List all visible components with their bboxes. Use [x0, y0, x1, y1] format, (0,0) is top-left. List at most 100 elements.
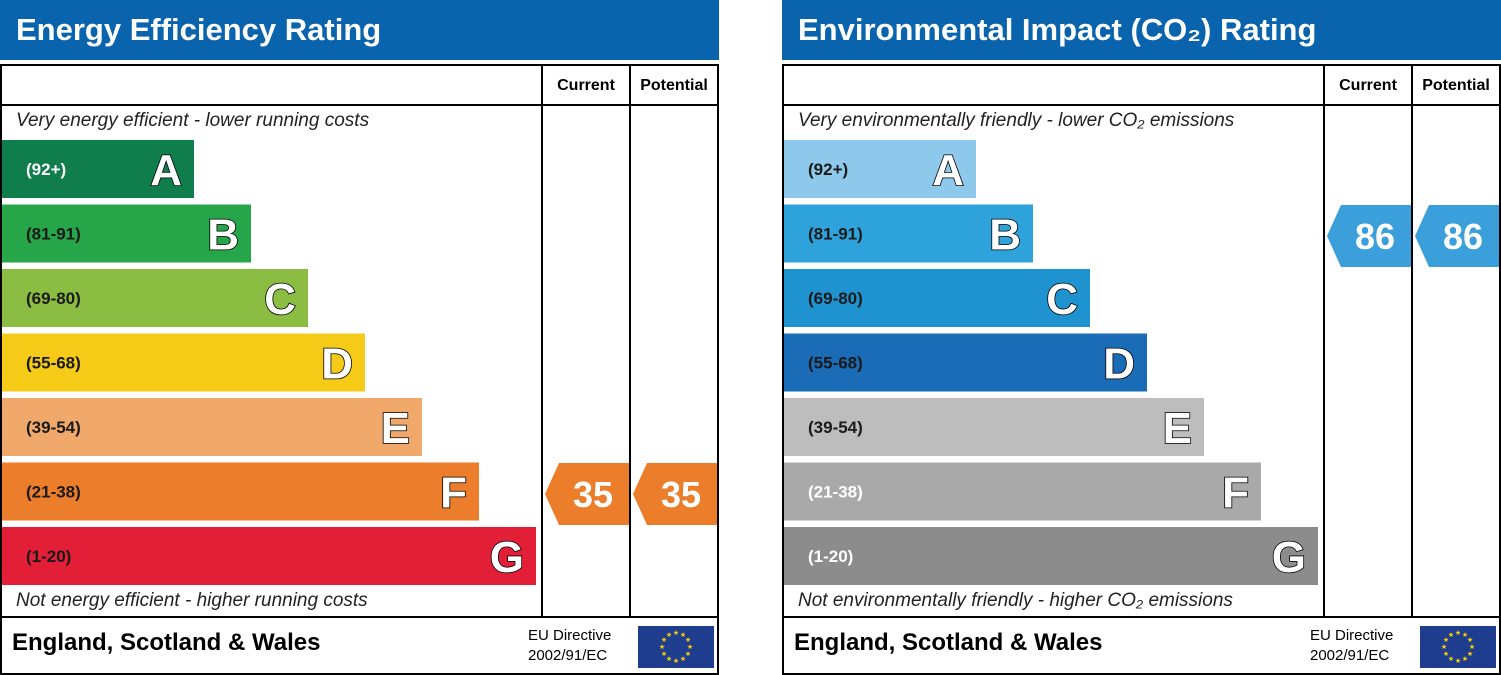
environmental-impact-panel: Environmental Impact (CO₂) Rating Curren…	[782, 0, 1501, 675]
rating-band-letter: F	[1222, 469, 1249, 518]
indicator-arrow	[1327, 204, 1411, 267]
svg-text:★: ★	[1448, 655, 1454, 663]
indicator-value: 86	[1355, 216, 1395, 257]
svg-text:★: ★	[1448, 631, 1454, 639]
indicator-value: 35	[661, 474, 701, 515]
rating-bands: (92+) A (81-91) B (69-80) C (55-68) D (39-54) E (2…	[2, 140, 536, 585]
footer-country: England, Scotland & Wales	[794, 629, 1103, 656]
panel-title: Energy Efficiency Rating	[0, 0, 719, 60]
rating-band-range: (39-54)	[26, 418, 81, 437]
column-header-potential: Potential	[1422, 77, 1490, 94]
svg-text:★: ★	[666, 631, 672, 639]
header-rule	[784, 104, 1499, 106]
rating-band-letter: B	[989, 211, 1021, 260]
eu-directive-line1: EU Directive	[1310, 627, 1394, 644]
rating-band-range: (92+)	[26, 160, 66, 179]
eu-directive: EU Directive 2002/91/EC	[1310, 626, 1393, 666]
rating-band-f	[2, 462, 479, 521]
rating-frame: Current Potential Very environmentally f…	[782, 64, 1501, 675]
svg-text:★: ★	[666, 655, 672, 663]
rating-band-letter: F	[440, 469, 467, 518]
eu-directive-line2: 2002/91/EC	[528, 647, 608, 664]
svg-text:★: ★	[1462, 655, 1468, 663]
rating-band-letter: G	[490, 533, 524, 582]
rating-band-range: (1-20)	[26, 547, 71, 566]
rating-band-d	[2, 333, 365, 392]
svg-text:★: ★	[1443, 650, 1449, 658]
panel-title: Environmental Impact (CO₂) Rating	[782, 0, 1501, 60]
svg-text:★: ★	[1455, 657, 1461, 665]
rating-band-range: (81-91)	[26, 225, 81, 244]
rating-frame: Current Potential Very energy efficient …	[0, 64, 719, 675]
rating-bands: (92+) A (81-91) B (69-80) C (55-68) D (39-54) E (2…	[784, 140, 1318, 585]
top-note: Very energy efficient - lower running co…	[16, 110, 370, 131]
svg-text:★: ★	[680, 655, 686, 663]
bottom-note: Not environmentally friendly - higher CO…	[798, 590, 1233, 611]
rating-band-letter: C	[1046, 275, 1078, 324]
indicator-arrow	[633, 462, 717, 525]
rating-band-letter: E	[381, 404, 410, 453]
rating-band-range: (69-80)	[808, 289, 863, 308]
svg-text:★: ★	[1443, 636, 1449, 644]
svg-text:★: ★	[685, 650, 691, 658]
rating-band-range: (55-68)	[808, 354, 863, 373]
rating-band-letter: A	[932, 146, 964, 195]
header-rule	[2, 104, 717, 106]
column-header-current: Current	[557, 77, 615, 94]
svg-text:★: ★	[661, 636, 667, 644]
eu-flag-icon: ★ ★★★ ★★★★ ★★★★	[1420, 626, 1496, 668]
potential-rating-indicator: 35	[633, 462, 717, 525]
rating-band-range: (39-54)	[808, 418, 863, 437]
column-divider	[629, 66, 631, 618]
indicator-arrow	[1415, 204, 1499, 267]
rating-band-range: (21-38)	[26, 483, 81, 502]
top-note: Very environmentally friendly - lower CO…	[798, 110, 1235, 131]
rating-band-g	[2, 527, 536, 585]
rating-band-a	[784, 140, 976, 198]
rating-band-f	[784, 462, 1261, 521]
rating-band-letter: A	[150, 146, 182, 195]
column-divider	[1411, 66, 1413, 618]
svg-text:★: ★	[673, 657, 679, 665]
footer-rule	[2, 616, 717, 618]
current-rating-indicator: 86	[1327, 204, 1411, 267]
eu-directive-line2: 2002/91/EC	[1310, 647, 1390, 664]
svg-text:★: ★	[1441, 643, 1447, 651]
rating-band-range: (21-38)	[808, 483, 863, 502]
svg-text:★: ★	[680, 631, 686, 639]
rating-band-range: (81-91)	[808, 225, 863, 244]
rating-band-letter: E	[1163, 404, 1192, 453]
rating-band-range: (1-20)	[808, 547, 853, 566]
rating-band-c	[784, 269, 1090, 327]
eu-directive-line1: EU Directive	[528, 627, 612, 644]
column-header-current: Current	[1339, 77, 1397, 94]
svg-text:★: ★	[659, 643, 665, 651]
svg-text:★: ★	[687, 643, 693, 651]
rating-band-letter: C	[264, 275, 296, 324]
indicator-value: 86	[1443, 216, 1483, 257]
eu-directive: EU Directive 2002/91/EC	[528, 626, 611, 666]
rating-band-range: (55-68)	[26, 354, 81, 373]
indicator-value: 35	[573, 474, 613, 515]
rating-band-range: (69-80)	[26, 289, 81, 308]
column-divider	[1323, 66, 1325, 618]
svg-text:★: ★	[1467, 650, 1473, 658]
eu-flag-icon: ★ ★★★ ★★★★ ★★★★	[638, 626, 714, 668]
rating-band-d	[784, 333, 1147, 392]
rating-band-letter: G	[1272, 533, 1306, 582]
svg-text:★: ★	[685, 636, 691, 644]
svg-text:★: ★	[1462, 631, 1468, 639]
rating-band-letter: B	[207, 211, 239, 260]
current-rating-indicator: 35	[545, 462, 629, 525]
rating-band-letter: D	[1103, 340, 1135, 389]
rating-band-g	[784, 527, 1318, 585]
rating-band-e	[784, 398, 1204, 456]
rating-band-b	[784, 204, 1033, 263]
column-divider	[541, 66, 543, 618]
svg-text:★: ★	[673, 629, 679, 637]
svg-text:★: ★	[1455, 629, 1461, 637]
rating-band-range: (92+)	[808, 160, 848, 179]
energy-efficiency-panel: Energy Efficiency Rating Current Potenti…	[0, 0, 719, 675]
svg-text:★: ★	[661, 650, 667, 658]
bottom-note: Not energy efficient - higher running co…	[16, 590, 368, 611]
